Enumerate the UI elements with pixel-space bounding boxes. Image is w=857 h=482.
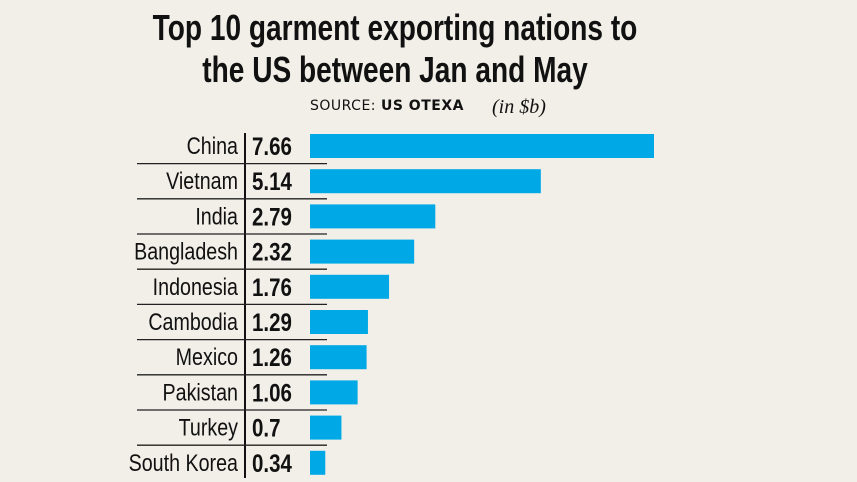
category-label: Mexico xyxy=(176,343,238,370)
value-label: 2.32 xyxy=(252,238,292,266)
bar-bangladesh xyxy=(310,239,415,264)
bar-pakistan xyxy=(310,380,358,405)
category-label: China xyxy=(187,132,239,159)
bar-china xyxy=(310,134,654,158)
bar-south-korea xyxy=(310,450,326,475)
value-label: 0.34 xyxy=(252,449,292,477)
bar-turkey xyxy=(310,415,342,440)
value-label: 2.79 xyxy=(252,202,292,230)
value-label: 7.66 xyxy=(252,132,292,160)
bar-mexico xyxy=(310,345,367,370)
category-label: South Korea xyxy=(129,449,239,476)
category-label: Pakistan xyxy=(163,379,238,406)
value-label: 1.29 xyxy=(252,308,292,336)
value-label: 1.26 xyxy=(252,343,292,371)
category-label: India xyxy=(195,203,238,230)
bar-vietnam xyxy=(310,169,541,194)
source-label: SOURCE: xyxy=(310,98,377,114)
bar-indonesia xyxy=(310,274,390,299)
category-label: Turkey xyxy=(179,414,238,441)
label-divider-line xyxy=(244,133,246,478)
source-note: SOURCE: US OTEXA xyxy=(310,98,464,114)
category-label: Bangladesh xyxy=(134,238,238,265)
value-label: 5.14 xyxy=(252,167,292,195)
value-label: 0.7 xyxy=(252,414,280,442)
category-label: Indonesia xyxy=(153,273,239,300)
source-name: US OTEXA xyxy=(380,98,464,114)
value-label: 1.06 xyxy=(252,378,292,406)
chart-title-line-1: Top 10 garment exporting nations to xyxy=(152,7,638,48)
category-label: Cambodia xyxy=(148,308,238,335)
bar-india xyxy=(310,204,436,229)
chart-title-line-2: the US between Jan and May xyxy=(202,49,588,90)
value-label: 1.76 xyxy=(252,273,292,301)
category-label: Vietnam xyxy=(166,167,238,194)
bar-cambodia xyxy=(310,310,368,334)
unit-label: (in $b) xyxy=(492,96,546,118)
